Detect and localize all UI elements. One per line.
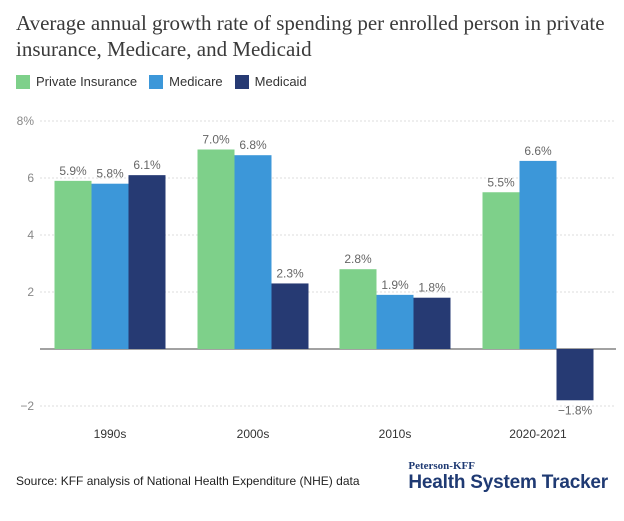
- legend-swatch-private-insurance: [16, 74, 30, 89]
- legend-swatch-medicaid: [234, 74, 249, 89]
- bar: [197, 149, 235, 349]
- bar: [271, 283, 309, 349]
- chart-title: Average annual growth rate of spending p…: [16, 11, 605, 61]
- data-label: 6.1%: [133, 158, 161, 172]
- bar: [91, 183, 129, 349]
- brand-logo: Peterson-KFF Health System Tracker: [408, 460, 608, 494]
- x-tick-label: 2010s: [379, 427, 412, 441]
- bar: [482, 192, 520, 349]
- data-label: 1.8%: [418, 281, 446, 295]
- bar: [339, 269, 377, 349]
- bar: [556, 349, 594, 401]
- data-label: 7.0%: [202, 133, 230, 147]
- data-label: 5.8%: [96, 167, 124, 181]
- x-tick-label: 2000s: [237, 427, 270, 441]
- bar: [54, 180, 92, 349]
- y-tick-label: 2: [27, 285, 34, 299]
- x-tick-label: 1990s: [94, 427, 127, 441]
- data-label: 1.9%: [381, 278, 409, 292]
- bar: [413, 297, 451, 349]
- bar: [128, 175, 166, 349]
- source-note: Source: KFF analysis of National Health …: [16, 474, 360, 488]
- legend: Private Insurance Medicare Medicaid: [16, 74, 307, 89]
- bar: [376, 294, 414, 349]
- brand-top-text: Peterson-KFF: [408, 460, 475, 472]
- legend-item-medicaid: Medicaid: [234, 74, 307, 89]
- y-tick-label: 8%: [17, 114, 35, 128]
- y-tick-label: 6: [27, 171, 34, 185]
- bar: [234, 155, 272, 349]
- y-tick-label: 4: [27, 228, 34, 242]
- bar-chart: 8% 6 4 2 −2 5.9% 5.8% 6.1% 1990s 7.0% 6.8% 2.3% 2000…: [17, 114, 616, 441]
- data-label: 5.5%: [487, 175, 515, 189]
- legend-label-medicaid: Medicaid: [254, 74, 307, 89]
- data-label: 6.6%: [524, 144, 552, 158]
- legend-label-private-insurance: Private Insurance: [36, 74, 138, 89]
- brand-main-text: Health System Tracker: [408, 472, 608, 493]
- y-tick-label: −2: [20, 399, 34, 413]
- legend-label-medicare: Medicare: [169, 74, 223, 89]
- legend-swatch-medicare: [149, 74, 164, 89]
- bar: [519, 160, 557, 349]
- legend-item-medicare: Medicare: [149, 74, 223, 89]
- data-label: −1.8%: [558, 403, 593, 417]
- data-label: 6.8%: [239, 138, 267, 152]
- data-label: 2.8%: [344, 252, 372, 266]
- data-label: 5.9%: [59, 164, 87, 178]
- legend-item-private-insurance: Private Insurance: [16, 74, 137, 89]
- x-tick-label: 2020-2021: [509, 427, 567, 441]
- data-label: 2.3%: [276, 266, 304, 280]
